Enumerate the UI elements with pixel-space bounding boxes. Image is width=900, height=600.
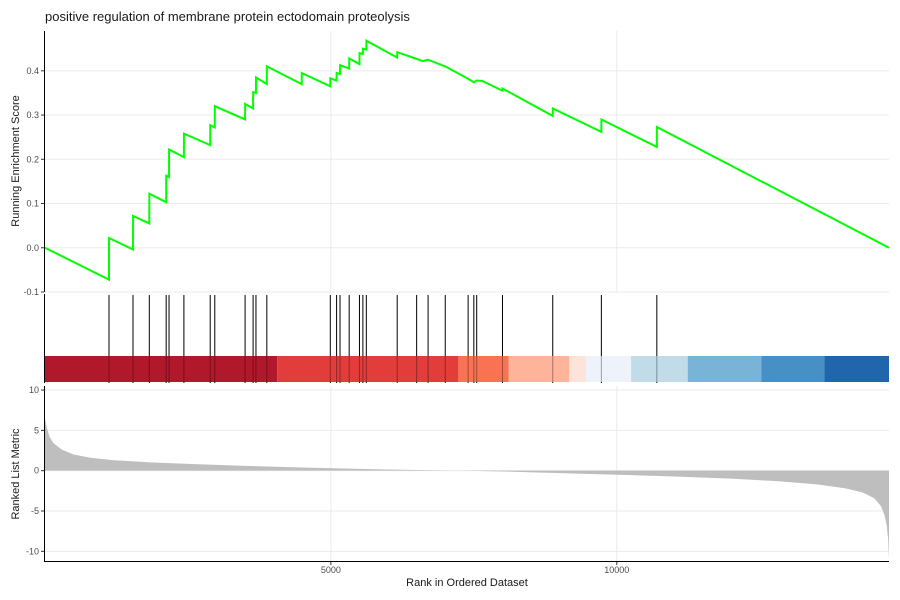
running-score-y-tick-label: -0.1: [23, 287, 39, 297]
running-score-y-tick-label: 0.1: [26, 199, 39, 209]
rank-color-band: [277, 356, 459, 382]
ranked-list-y-tick-label: -10: [26, 546, 39, 556]
running-score-line: [44, 39, 890, 282]
running-score-y-ticks: -0.1 0.0 0.1 0.2 0.3 0.4: [23, 66, 44, 297]
running-score-y-tick-label: 0.4: [26, 66, 39, 76]
ranked-metric-area: [45, 418, 889, 560]
ranked-list-y-label: Ranked List Metric: [10, 428, 22, 520]
x-tick-label: 10000: [604, 565, 629, 575]
ranked-list-y-tick-label: 10: [29, 385, 39, 395]
rank-color-band: [585, 356, 632, 382]
rank-color-band: [824, 356, 889, 382]
rank-color-band: [508, 356, 570, 382]
running-score-y-tick-label: 0.0: [26, 243, 39, 253]
ranked-list-panel: 10 5 0 -5 -10 5000 10000 Ranked List Metric R…: [10, 385, 889, 589]
rank-color-band: [687, 356, 762, 382]
ranked-list-y-tick-label: 5: [34, 425, 39, 435]
x-ticks: 5000 10000: [321, 562, 629, 575]
x-tick-label: 5000: [321, 565, 341, 575]
rank-color-band: [631, 356, 688, 382]
rank-color-bar: [45, 356, 889, 382]
running-score-y-label: Running Enrichment Score: [10, 95, 22, 226]
running-score-panel: -0.1 0.0 0.1 0.2 0.3 0.4 Running Enrichment S…: [10, 31, 890, 297]
chart-title: positive regulation of membrane protein …: [45, 9, 410, 24]
running-score-grid: [45, 31, 889, 293]
ranked-list-grid: [45, 386, 889, 561]
running-score-y-tick-label: 0.2: [26, 154, 39, 164]
x-axis-label: Rank in Ordered Dataset: [406, 577, 528, 589]
rank-color-band: [458, 356, 509, 382]
ranked-list-y-tick-label: -5: [31, 506, 39, 516]
rank-color-band: [569, 356, 586, 382]
rank-color-band: [761, 356, 825, 382]
ranked-list-y-tick-label: 0: [34, 466, 39, 476]
running-score-y-tick-label: 0.3: [26, 110, 39, 120]
ranked-list-y-ticks: 10 5 0 -5 -10: [26, 385, 44, 556]
rank-color-band: [45, 356, 278, 382]
hits-panel: [44, 294, 889, 383]
